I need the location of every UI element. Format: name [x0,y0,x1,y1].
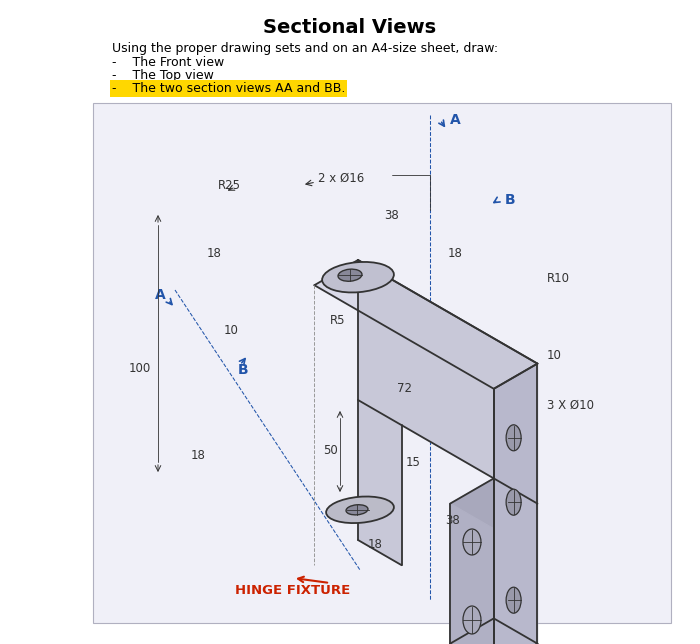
Text: 18: 18 [447,247,463,260]
Text: 18: 18 [190,448,205,462]
Polygon shape [494,364,538,644]
Text: Sectional Views: Sectional Views [263,18,437,37]
Text: 18: 18 [206,247,221,260]
Polygon shape [314,260,538,389]
Text: -    The Top view: - The Top view [112,69,214,82]
Text: 2 x Ø16: 2 x Ø16 [318,171,364,184]
Ellipse shape [322,262,394,292]
Ellipse shape [346,505,368,515]
Text: B: B [505,193,516,207]
Polygon shape [450,504,494,644]
Ellipse shape [463,606,481,634]
Text: R5: R5 [330,314,346,327]
Text: 38: 38 [446,513,461,527]
Ellipse shape [506,489,521,515]
Ellipse shape [506,587,521,613]
Text: 72: 72 [398,381,412,395]
Polygon shape [450,478,494,643]
Text: 3 X Ø10: 3 X Ø10 [547,399,594,412]
FancyBboxPatch shape [93,103,671,623]
Text: Using the proper drawing sets and on an A4-size sheet, draw:: Using the proper drawing sets and on an … [112,42,498,55]
Text: A: A [155,288,165,302]
Ellipse shape [506,425,521,451]
Text: 100: 100 [129,361,151,375]
Text: A: A [449,113,461,127]
Text: -    The two section views AA and BB.: - The two section views AA and BB. [112,82,345,95]
Ellipse shape [338,269,362,281]
Polygon shape [494,478,538,643]
Text: -    The Front view: - The Front view [112,56,224,69]
Text: 10: 10 [547,348,562,361]
Ellipse shape [463,529,481,555]
Ellipse shape [326,497,394,523]
Text: 38: 38 [384,209,400,222]
Polygon shape [358,400,402,565]
Polygon shape [358,260,538,504]
Text: 15: 15 [405,455,421,468]
Text: B: B [238,363,248,377]
Text: 10: 10 [223,323,239,337]
Text: R25: R25 [218,178,241,191]
Text: 50: 50 [323,444,337,457]
Text: 18: 18 [368,538,382,551]
Text: HINGE FIXTURE: HINGE FIXTURE [235,583,350,596]
Text: R10: R10 [547,272,570,285]
